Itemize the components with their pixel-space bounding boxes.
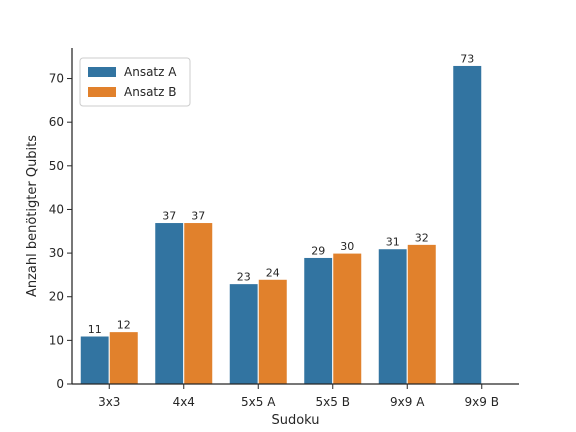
bars-layer	[79, 64, 483, 385]
data-label-ansatz-a-9x9-a: 31	[386, 236, 400, 249]
legend: Ansatz A Ansatz B	[79, 57, 191, 107]
data-label-ansatz-a-9x9-b: 73	[460, 52, 474, 65]
bar-ansatz-b-4x4	[183, 222, 214, 385]
data-label-ansatz-b-5x5-b: 30	[340, 240, 354, 253]
legend-swatch-ansatz-a	[88, 67, 116, 77]
x-tick-label-9x9-a: 9x9 A	[390, 395, 425, 409]
data-label-ansatz-b-4x4: 37	[191, 210, 205, 223]
bar-ansatz-a-9x9-b	[452, 64, 483, 385]
bar-ansatz-b-5x5-a	[257, 278, 288, 385]
bar-ansatz-a-4x4	[154, 222, 185, 385]
x-axis-label: Sudoku	[271, 413, 319, 428]
bar-ansatz-a-3x3	[79, 335, 110, 385]
bar-ansatz-b-3x3	[108, 331, 139, 385]
legend-label-ansatz-a: Ansatz A	[124, 65, 177, 79]
y-tick-label: 40	[49, 202, 64, 216]
y-tick-label: 0	[56, 377, 64, 391]
y-tick-label: 10	[49, 333, 64, 347]
bar-ansatz-a-5x5-a	[228, 283, 259, 385]
data-label-ansatz-a-5x5-b: 29	[311, 244, 325, 257]
x-tick-label-5x5-b: 5x5 B	[316, 395, 350, 409]
x-tick-label-4x4: 4x4	[173, 395, 195, 409]
bar-ansatz-a-5x5-b	[303, 256, 334, 385]
bar-ansatz-b-5x5-b	[332, 252, 363, 385]
data-label-ansatz-b-9x9-a: 32	[415, 231, 429, 244]
bar-ansatz-b-9x9-a	[406, 243, 437, 385]
axes-layer: 0 10 20 30 40 50 60 70 3x3 4x4 5x5 A 5x5 B 9x9 A 9x9 …	[49, 48, 519, 409]
legend-label-ansatz-b: Ansatz B	[124, 85, 176, 99]
x-tick-label-9x9-b: 9x9 B	[465, 395, 499, 409]
data-labels-layer: 11 12 37 37 23 24 29 30 31 32 73	[88, 52, 475, 336]
data-label-ansatz-a-5x5-a: 23	[237, 271, 251, 284]
legend-swatch-ansatz-b	[88, 87, 116, 97]
y-tick-label: 70	[49, 72, 64, 86]
y-tick-label: 60	[49, 115, 64, 129]
data-label-ansatz-a-4x4: 37	[162, 210, 176, 223]
x-tick-label-3x3: 3x3	[98, 395, 120, 409]
data-label-ansatz-a-3x3: 11	[88, 323, 102, 336]
y-tick-label: 50	[49, 159, 64, 173]
data-label-ansatz-b-5x5-a: 24	[266, 266, 280, 279]
y-axis-label: Anzahl benötigter Qubits	[25, 135, 40, 297]
x-tick-label-5x5-a: 5x5 A	[241, 395, 276, 409]
y-tick-label: 30	[49, 246, 64, 260]
bar-ansatz-a-9x9-a	[377, 248, 408, 385]
y-tick-label: 20	[49, 290, 64, 304]
data-label-ansatz-b-3x3: 12	[117, 319, 131, 332]
